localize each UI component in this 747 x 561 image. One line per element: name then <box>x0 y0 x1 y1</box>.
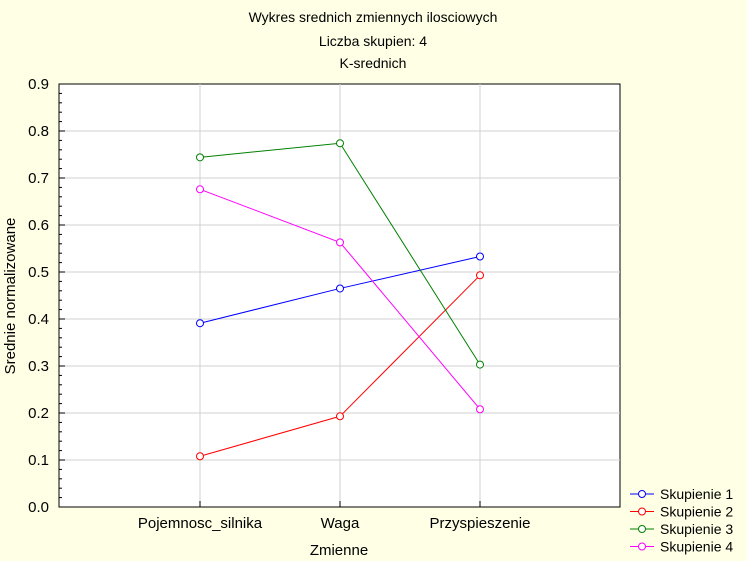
data-point <box>196 153 204 162</box>
y-tick-label: 0.7 <box>28 170 49 187</box>
legend-label: Skupienie 1 <box>660 486 733 502</box>
legend-swatch-marker <box>638 525 646 533</box>
data-point <box>196 319 204 328</box>
data-point <box>196 452 204 461</box>
data-point <box>476 271 484 280</box>
chart-title-line-2: Liczba skupien: 4 <box>319 33 427 49</box>
y-axis-ticks: 0.0 0.1 0.2 0.3 0.4 0.5 0.6 0.7 0.8 0.9 <box>28 76 65 516</box>
legend-swatch-marker <box>638 507 646 516</box>
y-tick-label: 0.9 <box>28 76 49 93</box>
chart-title-line-3: K-srednich <box>340 55 407 71</box>
legend-label: Skupienie 3 <box>660 521 733 537</box>
x-axis-label: Zmienne <box>310 542 368 559</box>
chart-title-line-1: Wykres srednich zmiennych ilosciowych <box>249 9 498 25</box>
data-point <box>476 405 484 414</box>
data-point <box>336 284 344 293</box>
y-tick-label: 0.0 <box>28 499 49 516</box>
x-axis-ticks: Pojemnosc_silnika Waga Przyspieszenie <box>138 501 531 532</box>
series-group <box>196 139 484 461</box>
data-point <box>336 238 344 247</box>
y-tick-label: 0.6 <box>28 217 49 234</box>
legend-swatch-marker <box>638 490 646 498</box>
y-tick-label: 0.5 <box>28 264 49 281</box>
data-point <box>476 360 484 369</box>
legend-label: Skupienie 2 <box>660 504 733 520</box>
data-point <box>196 185 204 194</box>
data-point <box>476 252 484 261</box>
x-tick-label: Waga <box>321 515 360 532</box>
data-point <box>336 412 344 421</box>
legend-swatch-marker <box>638 542 646 551</box>
x-tick-label: Pojemnosc_silnika <box>138 515 263 532</box>
x-tick-label: Przyspieszenie <box>430 515 531 532</box>
data-point <box>336 139 344 148</box>
y-tick-label: 0.2 <box>28 405 49 422</box>
y-axis-label: Srednie normalizowane <box>2 218 19 375</box>
y-tick-label: 0.3 <box>28 358 49 375</box>
y-tick-label: 0.4 <box>28 311 49 328</box>
y-tick-label: 0.1 <box>28 452 49 469</box>
legend-label: Skupienie 4 <box>660 539 733 555</box>
y-tick-label: 0.8 <box>28 123 49 140</box>
